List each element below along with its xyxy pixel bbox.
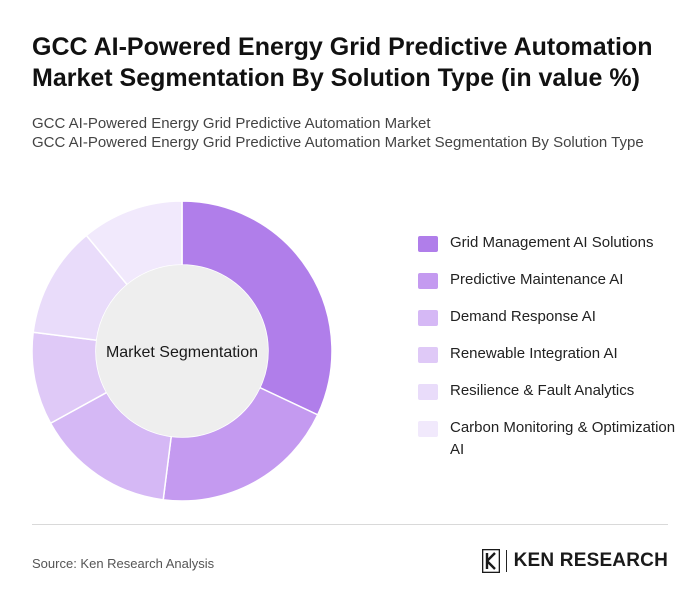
footer-divider: [32, 524, 668, 525]
legend-swatch: [418, 384, 438, 400]
donut-hole: [96, 265, 268, 437]
subtitle-line-1: GCC AI-Powered Energy Grid Predictive Au…: [32, 115, 431, 132]
ken-logo-icon: [481, 549, 500, 573]
legend-label: Renewable Integration AI: [450, 345, 618, 362]
legend-label: Demand Response AI: [450, 308, 596, 325]
legend-item: Demand Response AI: [418, 306, 688, 328]
brand-separator: [505, 550, 507, 572]
legend-swatch: [418, 310, 438, 326]
legend-item: Grid Management AI Solutions: [418, 232, 688, 254]
chart-subtitle: GCC AI-Powered Energy Grid Predictive Au…: [32, 114, 672, 152]
brand-logo: KEN RESEARCH: [481, 549, 668, 573]
chart-title: GCC AI-Powered Energy Grid Predictive Au…: [32, 33, 653, 92]
legend-item: Resilience & Fault Analytics: [418, 380, 688, 402]
legend-swatch: [418, 421, 438, 437]
subtitle-line-2: GCC AI-Powered Energy Grid Predictive Au…: [32, 134, 644, 151]
legend-label: Resilience & Fault Analytics: [450, 382, 635, 399]
legend-label: Carbon Monitoring & Optimization AI: [450, 419, 676, 458]
center-label: Market Segmentation: [106, 344, 258, 361]
legend-item: Carbon Monitoring & Optimization AI: [418, 417, 688, 461]
legend-item: Renewable Integration AI: [418, 343, 688, 365]
donut-chart: Market Segmentation: [31, 200, 333, 502]
legend-swatch: [418, 273, 438, 289]
brand-name: KEN RESEARCH: [513, 550, 668, 571]
legend-label: Grid Management AI Solutions: [450, 234, 654, 251]
donut-slices: [31, 200, 333, 502]
legend-swatch: [418, 236, 438, 252]
legend-swatch: [418, 347, 438, 363]
legend-label: Predictive Maintenance AI: [450, 271, 624, 288]
source-note: Source: Ken Research Analysis: [32, 556, 215, 571]
legend-item: Predictive Maintenance AI: [418, 269, 688, 291]
chart-legend: Grid Management AI Solutions Predictive M…: [418, 232, 688, 476]
